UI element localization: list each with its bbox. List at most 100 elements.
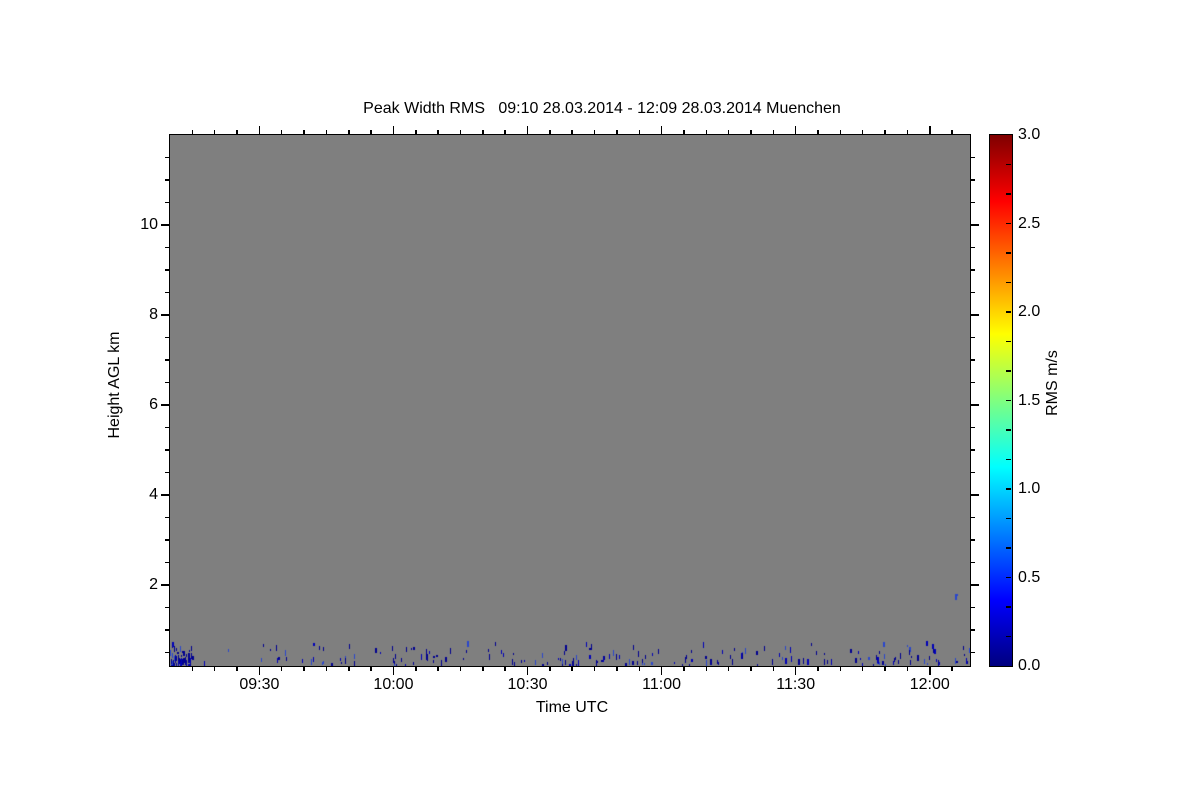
x-minor-tick	[437, 130, 439, 134]
colorbar-minor-tick	[1006, 488, 1011, 490]
x-minor-tick	[861, 667, 864, 671]
x-minor-tick	[571, 667, 573, 671]
colorbar-tick-label: 1.0	[1018, 480, 1041, 497]
x-minor-tick	[616, 130, 618, 134]
x-minor-tick	[683, 667, 685, 671]
x-tick-label: 09:30	[239, 676, 280, 693]
colorbar-minor-tick	[1006, 429, 1011, 431]
y-minor-tick	[971, 359, 975, 361]
x-minor-tick	[951, 130, 953, 134]
y-major-tick	[971, 584, 979, 586]
x-tick-label: 10:00	[373, 676, 414, 693]
colorbar-minor-tick	[1006, 547, 1011, 549]
y-minor-tick	[165, 516, 169, 519]
colorbar-minor-tick	[1006, 163, 1011, 166]
x-minor-tick	[325, 130, 328, 134]
y-minor-tick	[971, 179, 975, 181]
x-minor-tick	[325, 667, 328, 671]
colorbar-minor-tick	[1006, 281, 1011, 284]
x-minor-tick	[191, 130, 194, 134]
x-minor-tick	[437, 667, 439, 671]
x-major-tick	[258, 126, 261, 134]
x-major-tick	[660, 126, 663, 134]
y-tick-label: 8	[149, 306, 158, 323]
x-minor-tick	[549, 667, 551, 671]
x-minor-tick	[459, 667, 462, 671]
x-minor-tick	[370, 667, 372, 671]
x-minor-tick	[191, 667, 194, 671]
y-major-tick	[971, 314, 979, 316]
y-minor-tick	[971, 651, 975, 654]
y-minor-tick	[971, 291, 975, 294]
x-minor-tick	[884, 667, 886, 671]
y-minor-tick	[165, 359, 169, 361]
y-minor-tick	[971, 381, 975, 384]
y-tick-label: 2	[149, 576, 158, 593]
x-minor-tick	[549, 130, 551, 134]
colorbar-minor-tick	[1006, 370, 1011, 372]
x-minor-tick	[772, 130, 775, 134]
colorbar-minor-tick	[1006, 458, 1011, 461]
colorbar-tick-label: 3.0	[1018, 126, 1041, 143]
y-minor-tick	[165, 381, 169, 384]
x-minor-tick	[884, 130, 886, 134]
x-minor-tick	[705, 667, 708, 671]
x-minor-tick	[280, 667, 283, 671]
x-minor-tick	[839, 130, 842, 134]
x-tick-label: 11:30	[776, 676, 816, 693]
x-minor-tick	[280, 130, 283, 134]
x-major-tick	[392, 667, 395, 675]
colorbar-tick-label: 2.0	[1018, 303, 1041, 320]
x-minor-tick	[593, 667, 596, 671]
y-axis-label: Height AGL km	[106, 331, 123, 439]
x-minor-tick	[839, 667, 842, 671]
y-minor-tick	[165, 291, 169, 294]
x-minor-tick	[213, 130, 216, 134]
x-minor-tick	[616, 667, 618, 671]
y-minor-tick	[971, 336, 975, 339]
colorbar-minor-tick	[1006, 399, 1011, 402]
y-tick-label: 6	[149, 396, 158, 413]
colorbar-minor-tick	[1006, 252, 1011, 254]
y-minor-tick	[165, 246, 169, 249]
x-minor-tick	[906, 667, 909, 671]
x-minor-tick	[459, 130, 462, 134]
x-minor-tick	[348, 667, 350, 671]
y-major-tick	[971, 494, 979, 496]
x-minor-tick	[772, 667, 775, 671]
x-minor-tick	[906, 130, 909, 134]
x-major-tick	[392, 126, 395, 134]
y-major-tick	[971, 224, 979, 226]
colorbar-minor-tick	[1006, 340, 1011, 343]
y-minor-tick	[971, 449, 975, 451]
x-minor-tick	[415, 130, 417, 134]
y-tick-label: 4	[149, 486, 158, 503]
y-major-tick	[161, 584, 169, 586]
y-minor-tick	[165, 426, 169, 429]
y-minor-tick	[971, 606, 975, 609]
colorbar-minor-tick	[1006, 576, 1011, 579]
y-major-tick	[971, 404, 979, 406]
y-major-tick	[161, 404, 169, 406]
x-major-tick	[929, 126, 931, 134]
x-minor-tick	[638, 130, 641, 134]
y-minor-tick	[971, 426, 975, 429]
x-minor-tick	[727, 667, 730, 671]
x-minor-tick	[593, 130, 596, 134]
x-minor-tick	[370, 130, 372, 134]
y-major-tick	[161, 224, 169, 226]
y-minor-tick	[165, 651, 169, 654]
x-minor-tick	[303, 667, 305, 671]
x-tick-label: 12:00	[909, 676, 950, 693]
x-minor-tick	[504, 667, 506, 671]
y-minor-tick	[971, 629, 975, 631]
x-minor-tick	[482, 130, 484, 134]
plot-area	[169, 134, 971, 667]
y-minor-tick	[165, 471, 169, 474]
colorbar-tick-label: 0.5	[1018, 568, 1041, 586]
y-minor-tick	[971, 471, 975, 474]
x-minor-tick	[415, 667, 417, 671]
x-minor-tick	[348, 130, 350, 134]
y-minor-tick	[165, 201, 169, 204]
